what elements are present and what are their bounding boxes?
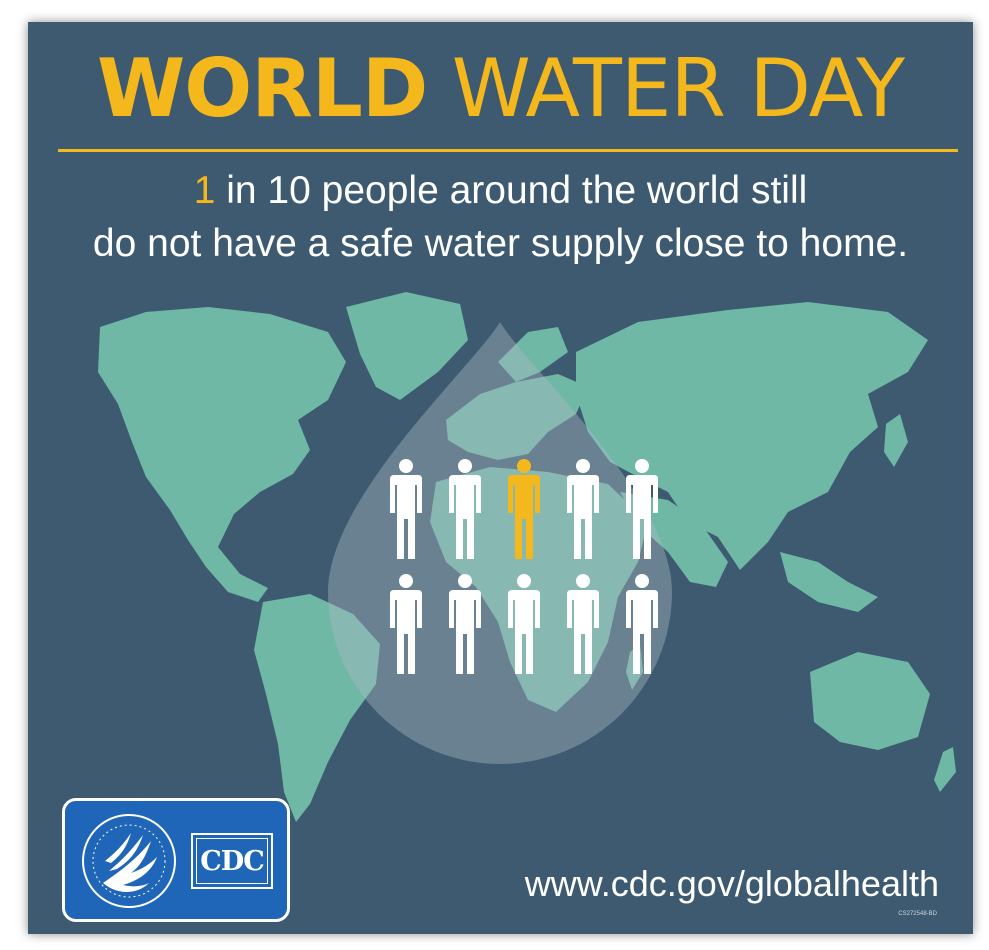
statistic-line-2: do not have a safe water supply close to… [92, 222, 909, 265]
person-icon [449, 574, 481, 674]
people-icons [390, 459, 658, 674]
person-icon [626, 574, 658, 674]
person-icon [567, 574, 599, 674]
statistic-line-1: 1 in 10 people around the world still [28, 164, 973, 217]
scandinavia [498, 327, 568, 382]
statistic-text: 1 in 10 people around the world still do… [28, 164, 973, 270]
person-icon [567, 459, 599, 559]
europe [446, 374, 588, 460]
hhs-seal-icon [65, 801, 287, 919]
person-icon [390, 574, 422, 674]
statistic-highlight: 1 [193, 169, 216, 212]
greenland [346, 292, 468, 400]
person-icon [390, 459, 422, 559]
north-america [98, 307, 346, 602]
asia [576, 302, 928, 570]
australia [810, 652, 930, 750]
cdc-badge: CDC [62, 798, 290, 922]
cdc-logo: CDC [191, 833, 273, 889]
footer-url: www.cdc.gov/globalhealth [524, 863, 939, 904]
person-icon [449, 459, 481, 559]
person-icon [626, 459, 658, 559]
south-america [254, 594, 380, 822]
africa [430, 467, 648, 712]
headline-divider [58, 149, 958, 152]
headline-bold: WORLD [97, 42, 428, 135]
infographic-poster: WORLD WATER DAY 1 in 10 people around th… [28, 22, 973, 934]
japan [884, 414, 908, 467]
world-map-illustration [98, 292, 956, 822]
headline-light: WATER DAY [451, 42, 905, 135]
southeast-asia [780, 552, 878, 612]
person-icon [508, 574, 540, 674]
new-zealand [934, 747, 956, 792]
statistic-line-1-rest: in 10 people around the world still [215, 169, 808, 212]
headline: WORLD WATER DAY [28, 44, 973, 134]
footer-code: CS272548-BD [898, 911, 937, 917]
person-icon-highlighted [508, 459, 540, 559]
